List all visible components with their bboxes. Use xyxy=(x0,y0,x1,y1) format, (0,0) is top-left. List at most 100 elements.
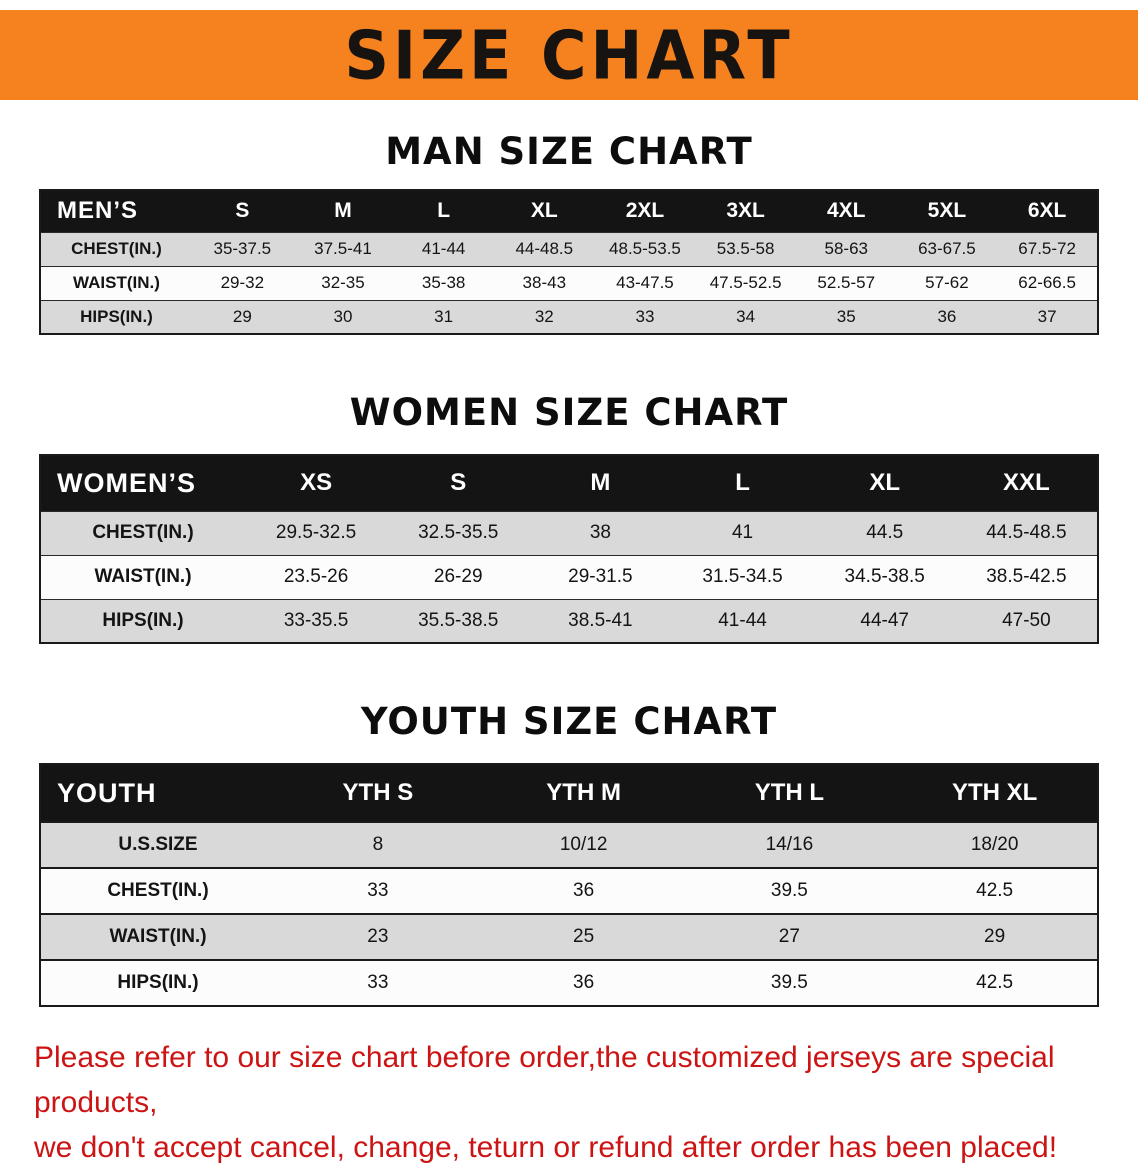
row-label: CHEST(IN.) xyxy=(40,510,245,555)
measurement-value: 36 xyxy=(896,299,998,334)
measurement-value: 44-47 xyxy=(813,598,956,643)
measurement-row: HIPS(IN.) 33-35.5 35.5-38.5 38.5-41 41-44 44-… xyxy=(40,598,1098,643)
measurement-value: 36 xyxy=(480,867,687,914)
measurement-value: 32-35 xyxy=(292,265,394,300)
section-title: YOUTH SIZE CHART xyxy=(360,700,778,743)
measurement-value: 29.5-32.5 xyxy=(245,510,388,555)
size-column-header: YTH XL xyxy=(951,779,1038,806)
measurement-value: 41-44 xyxy=(671,598,814,643)
measurement-value: 29 xyxy=(892,913,1098,960)
row-label: HIPS(IN.) xyxy=(40,959,275,1006)
table-corner-label: WOMEN’S xyxy=(57,467,196,498)
table-corner-label: YOUTH xyxy=(57,777,157,808)
measurement-row: CHEST(IN.) 35-37.5 37.5-41 41-44 44-48.5 48.5… xyxy=(40,231,1098,266)
size-column-header: YTH L xyxy=(754,779,825,806)
measurement-value: 30 xyxy=(292,299,394,334)
size-column-header: S xyxy=(450,469,467,497)
size-column-header: 3XL xyxy=(726,199,765,223)
measurement-value: 33-35.5 xyxy=(245,598,388,643)
measurement-value: 29-31.5 xyxy=(529,554,672,599)
measurement-value: 47-50 xyxy=(955,598,1098,643)
measurement-value: 23 xyxy=(275,913,481,960)
measurement-value: 37.5-41 xyxy=(292,231,394,266)
measurement-row: WAIST(IN.) 29-32 32-35 35-38 38-43 43-47.5 47.… xyxy=(40,265,1098,300)
header-row: YOUTH YTH S YTH M YTH L YTH XL xyxy=(40,764,1098,822)
measurement-row: WAIST(IN.) 23.5-26 26-29 29-31.5 31.5-34.5 34… xyxy=(40,554,1098,599)
measurement-value: 52.5-57 xyxy=(795,265,897,300)
size-column-header: M xyxy=(590,469,611,497)
banner: SIZE CHART xyxy=(0,10,1138,100)
size-column-header: 5XL xyxy=(927,199,967,223)
measurement-value: 23.5-26 xyxy=(245,554,388,599)
measurement-value: 10/12 xyxy=(480,821,687,868)
measurement-value: 35-37.5 xyxy=(192,231,293,266)
measurement-value: 57-62 xyxy=(896,265,998,300)
measurement-row: HIPS(IN.) 29 30 31 32 33 34 35 36 37 xyxy=(40,299,1098,334)
measurement-value: 38 xyxy=(529,510,672,555)
measurement-value: 43-47.5 xyxy=(594,265,696,300)
measurement-value: 63-67.5 xyxy=(896,231,998,266)
measurement-value: 38.5-41 xyxy=(529,598,672,643)
size-column-header: 2XL xyxy=(625,199,665,223)
header-row: WOMEN’S XS S M L XL XXL xyxy=(40,455,1098,511)
measurement-value: 32 xyxy=(493,299,595,334)
measurement-value: 35 xyxy=(795,299,897,334)
page-title: SIZE CHART xyxy=(344,15,794,95)
measurement-value: 31.5-34.5 xyxy=(671,554,814,599)
measurement-value: 8 xyxy=(275,821,481,868)
row-label: HIPS(IN.) xyxy=(40,598,245,643)
measurement-value: 44.5-48.5 xyxy=(955,510,1098,555)
notice-line-1: Please refer to our size chart before or… xyxy=(34,1041,1055,1119)
measurement-value: 58-63 xyxy=(795,231,897,266)
measurement-value: 38.5-42.5 xyxy=(955,554,1098,599)
table-corner-label: MEN’S xyxy=(57,197,139,225)
size-column-header: 4XL xyxy=(827,199,866,223)
size-tables: MAN SIZE CHART MEN’S S M L XL 2XL 3XL 4XL 5XL 6XL C… xyxy=(0,130,1138,1007)
measurement-value: 18/20 xyxy=(892,821,1098,868)
measurement-value: 39.5 xyxy=(686,867,893,914)
size-column-header: L xyxy=(735,469,750,497)
measurement-value: 34.5-38.5 xyxy=(813,554,956,599)
header-row: MEN’S S M L XL 2XL 3XL 4XL 5XL 6XL xyxy=(40,190,1098,232)
measurement-value: 32.5-35.5 xyxy=(387,510,530,555)
measurement-value: 33 xyxy=(275,867,481,914)
measurement-value: 44-48.5 xyxy=(493,231,595,266)
row-label: HIPS(IN.) xyxy=(40,299,192,334)
size-chart-page: SIZE CHART MAN SIZE CHART MEN’S S M L XL 2XL 3X… xyxy=(0,10,1138,1170)
footer-notice: Please refer to our size chart before or… xyxy=(34,1035,1104,1170)
section-title: WOMEN SIZE CHART xyxy=(349,391,789,434)
size-column-header: YTH S xyxy=(342,779,414,806)
size-column-header: YTH M xyxy=(546,779,621,806)
measurement-row: HIPS(IN.) 33 36 39.5 42.5 xyxy=(40,959,1098,1006)
measurement-value: 41 xyxy=(671,510,814,555)
measurement-value: 67.5-72 xyxy=(997,231,1098,266)
measurement-value: 31 xyxy=(393,299,494,334)
measurement-value: 39.5 xyxy=(686,959,893,1006)
row-label: WAIST(IN.) xyxy=(40,265,192,300)
section-youth-size-chart: YOUTH SIZE CHART YOUTH YTH S YTH M YTH L YTH … xyxy=(0,700,1138,1007)
measurement-value: 33 xyxy=(275,959,481,1006)
women-size-table: WOMEN’S XS S M L XL XXL CHEST(IN.) 29.5-32.5 32.5… xyxy=(39,454,1099,644)
measurement-value: 53.5-58 xyxy=(695,231,796,266)
measurement-value: 35.5-38.5 xyxy=(387,598,530,643)
row-label: U.S.SIZE xyxy=(40,821,275,868)
measurement-value: 36 xyxy=(480,959,687,1006)
measurement-value: 29 xyxy=(192,299,293,334)
section-women-size-chart: WOMEN SIZE CHART WOMEN’S XS S M L XL XXL CHEST(I… xyxy=(0,391,1138,644)
measurement-value: 62-66.5 xyxy=(997,265,1098,300)
measurement-value: 44.5 xyxy=(813,510,956,555)
measurement-row: U.S.SIZE 8 10/12 14/16 18/20 xyxy=(40,821,1098,868)
size-column-header: XL xyxy=(530,199,558,223)
measurement-value: 38-43 xyxy=(493,265,595,300)
size-column-header: XXL xyxy=(1003,469,1050,497)
measurement-value: 42.5 xyxy=(892,867,1098,914)
size-column-header: M xyxy=(334,199,352,223)
measurement-row: CHEST(IN.) 33 36 39.5 42.5 xyxy=(40,867,1098,914)
measurement-value: 35-38 xyxy=(393,265,494,300)
measurement-value: 34 xyxy=(695,299,796,334)
measurement-value: 25 xyxy=(480,913,687,960)
measurement-value: 33 xyxy=(594,299,696,334)
men-size-table: MEN’S S M L XL 2XL 3XL 4XL 5XL 6XL CHEST(IN.) 35-37… xyxy=(39,189,1099,335)
measurement-value: 37 xyxy=(997,299,1098,334)
size-column-header: S xyxy=(235,199,250,223)
